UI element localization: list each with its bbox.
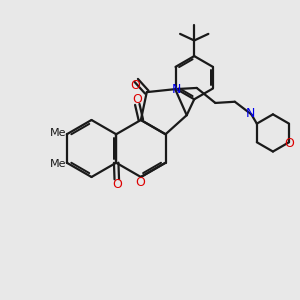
Text: O: O [285,136,295,150]
Text: O: O [132,92,142,106]
Text: Me: Me [50,159,66,169]
Text: O: O [112,178,122,191]
Text: O: O [131,79,141,92]
Text: Me: Me [50,128,66,138]
Text: O: O [135,176,145,189]
Text: N: N [172,83,181,96]
Text: N: N [246,106,255,120]
